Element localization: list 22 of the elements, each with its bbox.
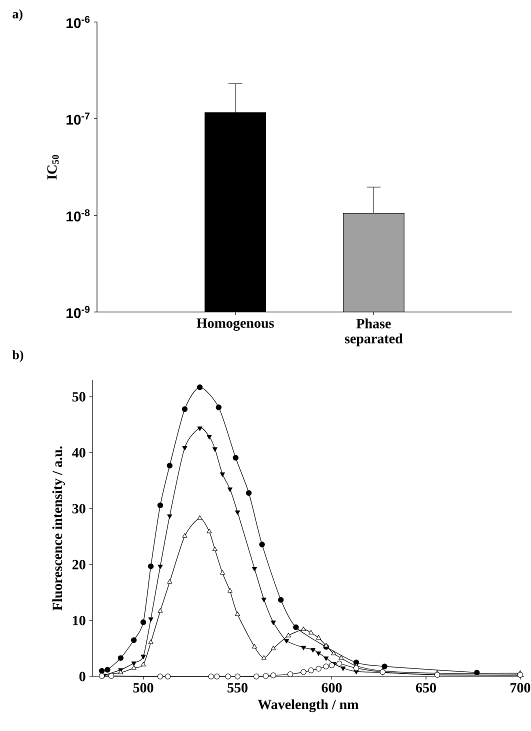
x-axis-title: Wavelength / nm	[258, 699, 359, 712]
y-tick-label: 10$^{-7}$	[66, 112, 90, 125]
y-tick-label: 20	[72, 560, 86, 570]
x-tick-label: 600	[322, 683, 342, 692]
x-tick-label: 500	[133, 683, 154, 692]
y-tick-label: 10	[72, 616, 86, 626]
y-tick-label: 50	[72, 392, 86, 402]
y-axis-title: Fluorescence intensity / a.u.	[52, 446, 66, 611]
y-axis-title: IC$_{50}$	[47, 154, 59, 180]
y-tick-label: 0	[79, 672, 86, 682]
y-tick-label: 10$^{-8}$	[66, 209, 90, 222]
x-tick-label: 550	[228, 683, 248, 692]
y-tick-label: 10$^{-9}$	[66, 306, 90, 318]
y-tick-label: 30	[72, 504, 86, 514]
x-tick-label: Phase separated	[344, 318, 403, 346]
text: a)	[12, 9, 22, 21]
text: b)	[12, 350, 24, 362]
x-tick-label: 700	[510, 683, 530, 692]
y-tick-label: 40	[72, 448, 86, 458]
x-tick-label: Homogenous	[196, 318, 274, 331]
y-tick-label: 10$^{-6}$	[66, 16, 90, 28]
x-tick-label: 650	[416, 683, 436, 692]
